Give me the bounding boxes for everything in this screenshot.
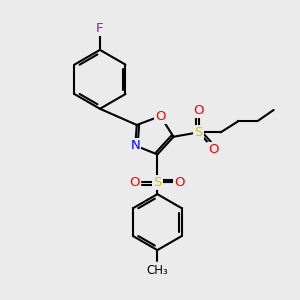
Text: O: O	[175, 176, 185, 189]
Text: S: S	[194, 126, 203, 139]
Text: N: N	[130, 139, 140, 152]
Text: CH₃: CH₃	[146, 264, 168, 277]
Text: O: O	[130, 176, 140, 189]
Text: O: O	[208, 143, 219, 157]
Text: F: F	[96, 22, 104, 35]
Text: O: O	[193, 104, 204, 117]
Text: S: S	[153, 176, 161, 189]
Text: O: O	[155, 110, 166, 123]
